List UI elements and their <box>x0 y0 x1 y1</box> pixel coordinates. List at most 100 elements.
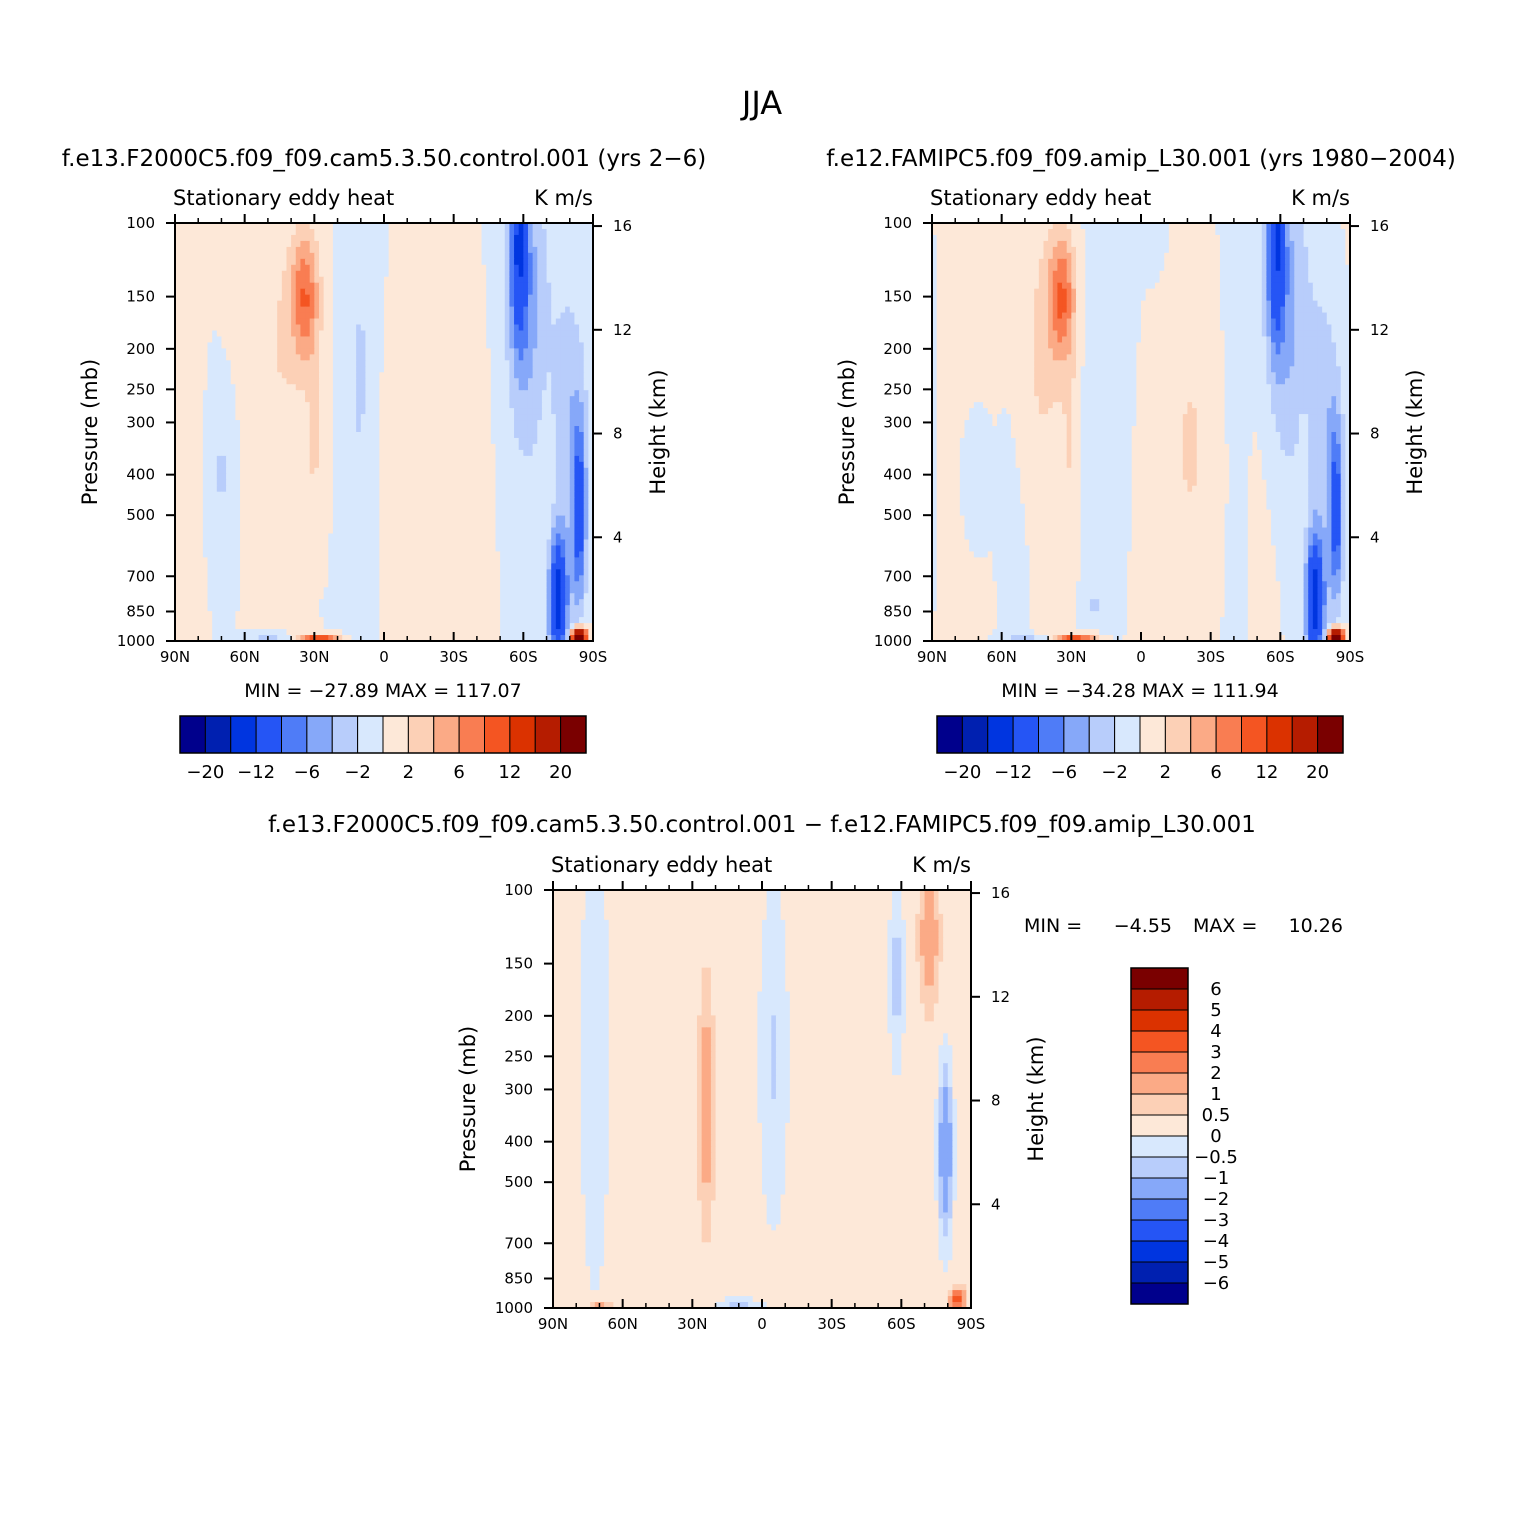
field-cell <box>346 234 353 242</box>
field-cell <box>462 372 469 379</box>
field-cell <box>532 503 538 511</box>
field-cell <box>342 455 348 463</box>
field-cell <box>235 533 241 541</box>
field-cell <box>198 294 204 302</box>
field-cell <box>198 437 204 445</box>
field-cell <box>360 509 367 517</box>
field-cell <box>388 324 394 332</box>
field-cell <box>583 228 589 236</box>
field-cell <box>435 545 441 553</box>
field-cell <box>379 360 385 367</box>
field-cell <box>193 491 199 499</box>
field-cell <box>476 545 483 553</box>
field-cell <box>421 485 427 493</box>
field-cell <box>453 420 459 427</box>
field-cell <box>541 539 548 547</box>
field-cell <box>351 527 357 535</box>
field-cell <box>365 312 371 320</box>
field-cell <box>207 533 213 541</box>
field-cell <box>407 545 413 553</box>
field-cell <box>425 390 432 397</box>
field-cell <box>574 312 580 320</box>
field-cell <box>188 437 195 445</box>
field-cell <box>407 342 413 349</box>
field-cell <box>569 318 576 326</box>
field-cell <box>309 396 315 403</box>
field-cell <box>518 539 524 547</box>
field-cell <box>430 258 436 266</box>
field-cell <box>551 312 557 320</box>
field-cell <box>235 324 241 332</box>
field-cell <box>402 402 408 409</box>
field-cell <box>579 402 585 409</box>
field-cell <box>407 252 413 260</box>
field-cell <box>309 426 315 433</box>
field-cell <box>337 509 343 517</box>
field-cell <box>579 390 585 397</box>
field-cell <box>458 318 464 326</box>
field-cell <box>425 509 432 517</box>
field-cell <box>272 223 278 230</box>
field-cell <box>518 342 524 349</box>
field-cell <box>314 491 320 499</box>
field-cell <box>277 509 283 517</box>
field-cell <box>328 288 334 296</box>
field-cell <box>198 240 204 248</box>
field-cell <box>309 240 315 248</box>
field-cell <box>179 342 185 349</box>
field-cell <box>462 330 469 338</box>
field-cell <box>588 372 594 379</box>
field-cell <box>244 515 250 523</box>
field-cell <box>384 521 390 529</box>
field-cell <box>379 354 385 361</box>
field-cell <box>481 372 487 379</box>
field-cell <box>495 396 501 403</box>
field-cell <box>198 282 204 290</box>
field-cell <box>309 497 315 505</box>
field-cell <box>328 228 334 236</box>
field-cell <box>393 294 399 302</box>
field-cell <box>504 533 510 541</box>
field-cell <box>244 408 250 415</box>
field-cell <box>449 324 455 332</box>
field-cell <box>439 300 445 308</box>
field-cell <box>565 234 571 242</box>
field-cell <box>323 252 329 260</box>
field-cell <box>342 252 348 260</box>
field-cell <box>569 527 576 535</box>
field-cell <box>235 300 241 308</box>
field-cell <box>565 360 571 367</box>
field-cell <box>286 551 292 558</box>
field-cell <box>305 348 311 355</box>
field-cell <box>588 527 594 535</box>
field-cell <box>565 491 571 499</box>
field-cell <box>193 390 199 397</box>
field-cell <box>384 258 390 266</box>
field-cell <box>565 270 571 278</box>
field-cell <box>462 426 469 433</box>
field-cell <box>332 485 339 493</box>
field-cell <box>188 246 195 254</box>
field-cell <box>328 503 334 511</box>
field-cell <box>188 432 195 439</box>
field-cell <box>411 318 418 326</box>
field-cell <box>579 545 585 553</box>
field-cell <box>226 384 232 391</box>
field-cell <box>240 336 246 344</box>
field-cell <box>188 551 195 558</box>
field-cell <box>240 246 246 254</box>
field-cell <box>365 402 371 409</box>
field-cell <box>291 300 297 308</box>
field-cell <box>421 318 427 326</box>
field-cell <box>444 432 450 439</box>
field-cell <box>551 539 557 547</box>
field-cell <box>374 276 380 284</box>
field-cell <box>574 479 580 487</box>
field-cell <box>356 348 362 355</box>
field-cell <box>318 384 325 391</box>
field-cell <box>537 390 543 397</box>
field-cell <box>356 270 362 278</box>
field-cell <box>184 258 190 266</box>
field-cell <box>560 330 566 338</box>
field-cell <box>309 402 315 409</box>
